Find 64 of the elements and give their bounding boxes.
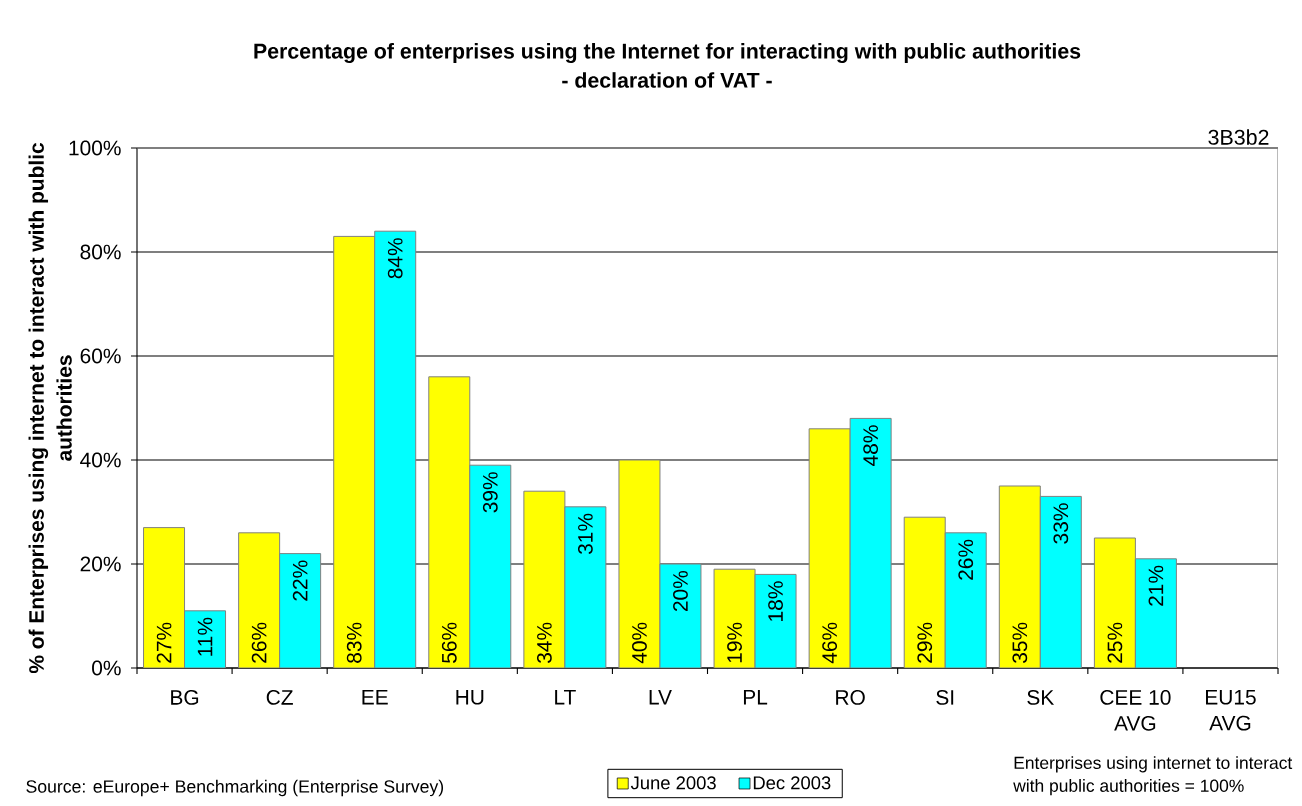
data-label: 21%: [1148, 565, 1164, 606]
data-label: 35%: [1012, 622, 1028, 663]
bar: [428, 376, 470, 668]
bar: [333, 236, 375, 668]
text: Enterprises using internet to interact with public authorities = 100%: [1013, 756, 1293, 796]
chart-subtitle: - declaration of VAT -: [562, 72, 772, 88]
data-label: 34%: [536, 622, 552, 663]
x-tick-label: CEE 10 AVG: [1100, 690, 1171, 731]
x-tick-label: HU: [456, 690, 484, 705]
y-tick-label: 20%: [80, 556, 121, 572]
source-note: Source: eEurope+ Benchmarking (Enterprise Survey): [26, 779, 444, 797]
data-label: 11%: [197, 617, 213, 656]
bar: [1040, 496, 1082, 668]
data-label: 84%: [387, 238, 403, 279]
data-label: 27%: [156, 622, 172, 663]
data-label: 19%: [727, 622, 742, 663]
bar: [618, 460, 660, 668]
y-tick-label: 80%: [80, 244, 121, 260]
legend-label: June 2003: [630, 776, 716, 790]
data-label: 20%: [673, 570, 688, 612]
data-label: 29%: [917, 622, 933, 663]
x-tick-label: EE: [362, 690, 388, 705]
bar: [1093, 537, 1136, 668]
x-tick-label: LT: [555, 690, 576, 705]
bar: [904, 517, 946, 668]
data-label: 48%: [863, 425, 879, 466]
bar: [374, 231, 416, 668]
data-label: 33%: [1053, 503, 1069, 544]
bar: [1134, 558, 1177, 668]
bar: [469, 465, 511, 668]
data-label: 40%: [632, 622, 647, 664]
x-tick-label: BG: [171, 690, 199, 705]
data-label: 83%: [346, 622, 362, 663]
legend-label: Dec 2003: [753, 776, 831, 790]
data-label: 18%: [768, 581, 783, 621]
x-tick-label: LV: [649, 690, 672, 705]
data-label: 26%: [958, 539, 974, 580]
data-label: 25%: [1107, 622, 1123, 663]
x-tick-label: SI: [936, 690, 954, 705]
data-label: 31%: [577, 513, 593, 555]
bar: [945, 532, 987, 668]
x-tick-label: PL: [743, 690, 768, 705]
data-label: 56%: [441, 622, 457, 663]
y-tick-label: 60%: [80, 348, 121, 364]
bar: [143, 527, 185, 668]
y-tick-label: 0%: [92, 660, 121, 676]
bar: [809, 428, 851, 668]
bar: [238, 532, 280, 668]
data-label: 39%: [482, 472, 498, 513]
x-tick-label: SK: [1027, 690, 1055, 705]
data-label: 26%: [251, 622, 267, 663]
chart-title: Percentage of enterprises using the Internet for interacting with public authorities: [254, 43, 1081, 63]
data-label: 46%: [822, 622, 838, 664]
x-tick-label: RO: [836, 690, 865, 705]
bar: [850, 418, 892, 668]
bar: [523, 491, 565, 668]
data-label: 22%: [292, 560, 308, 601]
y-tick-label: 40%: [80, 452, 121, 468]
bar: [999, 486, 1041, 668]
x-tick-label: CZ: [266, 690, 293, 705]
bar: [564, 506, 606, 668]
x-tick-label: EU15 AVG: [1206, 690, 1256, 731]
text: 3B3b2: [1208, 129, 1269, 145]
bar: [279, 553, 321, 668]
